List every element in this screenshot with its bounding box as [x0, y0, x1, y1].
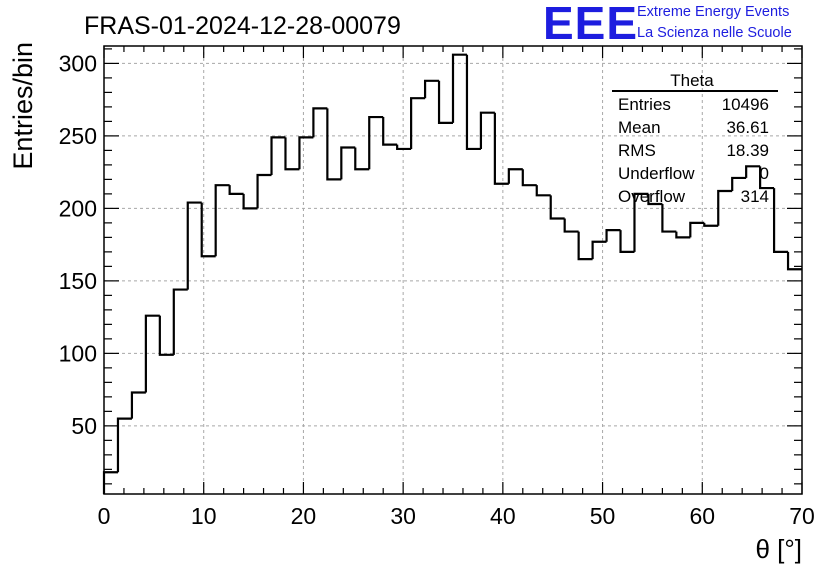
histogram-bin [786, 251, 802, 271]
histogram-bin [298, 136, 314, 170]
histogram-bin [465, 54, 481, 151]
stats-row-label: Underflow [618, 164, 695, 183]
histogram-bin [242, 193, 258, 210]
histogram-bin [200, 202, 216, 258]
histogram-bin [717, 189, 733, 226]
histogram-bin [507, 168, 523, 184]
logo-line-2: La Scienza nelle Scuole [637, 25, 792, 41]
histogram-bin [256, 173, 272, 209]
y-tick-label: 300 [59, 50, 97, 76]
histogram-bins [102, 53, 802, 494]
histogram-bin [144, 314, 160, 393]
histogram-bin [591, 240, 607, 260]
histogram-bin [130, 391, 146, 419]
x-tick-label: 50 [590, 503, 616, 529]
histogram-bin [354, 147, 370, 171]
histogram-bin [619, 230, 635, 253]
histogram-bin [368, 115, 384, 170]
histogram-bin [284, 137, 300, 171]
y-tick-label: 100 [59, 340, 97, 366]
histogram-bin [186, 201, 202, 290]
x-tick-label: 70 [789, 503, 815, 529]
histogram-bin [172, 288, 188, 355]
x-tick-label: 60 [689, 503, 715, 529]
stats-box-rows: Entries 10496 Mean 36.61 RMS 18.39 Underflow 0 O… [618, 95, 769, 206]
plot-frame [103, 45, 803, 495]
histogram-bin [675, 231, 691, 239]
y-tick-label: 200 [59, 195, 97, 221]
x-tick-label: 40 [490, 503, 516, 529]
histogram-bin [116, 417, 132, 473]
histogram-bin [423, 79, 440, 99]
stats-row-label: Mean [618, 118, 661, 137]
stats-row-value: 10496 [722, 95, 769, 114]
y-tick-label: 50 [71, 413, 97, 439]
histogram-bin [228, 185, 244, 195]
histogram-bin [312, 107, 328, 138]
x-axis-label: θ [°] [755, 534, 802, 564]
y-axis-label: Entries/bin [8, 42, 38, 170]
histogram-bin [772, 188, 789, 253]
histogram-bin [326, 108, 342, 181]
histogram-bin [493, 112, 509, 185]
stats-row-label: RMS [618, 141, 656, 160]
histogram-bin [633, 192, 649, 252]
histogram-bin [396, 144, 412, 151]
histogram-bin [340, 146, 356, 180]
histogram-bin [605, 229, 621, 242]
histogram-bin [158, 315, 174, 356]
histogram-bin [689, 221, 705, 238]
plot-border [103, 45, 803, 495]
tick-labels: 0 10 20 30 40 50 60 70 50 100 150 200 250 300 [59, 50, 815, 529]
stats-row-value: 314 [741, 187, 769, 206]
stats-row-value: 18.39 [726, 141, 769, 160]
eee-logo: EEE [543, 0, 639, 49]
axis-ticks [103, 46, 803, 494]
histogram-bin [451, 53, 467, 123]
histogram-bin [745, 165, 761, 178]
histogram-bin [577, 231, 593, 261]
x-tick-label: 20 [291, 503, 317, 529]
histogram-bin [437, 80, 453, 124]
x-tick-label: 10 [191, 503, 217, 529]
y-tick-label: 250 [59, 123, 97, 149]
histogram-bin [731, 176, 747, 191]
histogram-bin [214, 184, 230, 257]
histogram-bin [521, 169, 537, 187]
plot-title: FRAS-01-2024-12-28-00079 [84, 12, 401, 40]
histogram-bin [647, 193, 663, 206]
histogram-bin [479, 111, 495, 149]
stats-row-value: 0 [760, 164, 769, 183]
stats-box: Theta Entries 10496 Mean 36.61 RMS 18.39 Under… [612, 71, 778, 206]
histogram-bin [270, 136, 286, 176]
stats-box-title: Theta [670, 71, 714, 90]
stats-row-label: Overflow [618, 187, 686, 206]
stats-row-label: Entries [618, 95, 671, 114]
histogram-bin [549, 195, 565, 220]
y-tick-label: 150 [59, 268, 97, 294]
histogram-bin [703, 222, 719, 227]
histogram-bin [563, 218, 579, 233]
histogram-bin [382, 117, 398, 146]
histogram-bin [535, 185, 551, 197]
histogram-bin [102, 471, 118, 494]
histogram-bin [410, 97, 426, 149]
stats-row-value: 36.61 [726, 118, 769, 137]
histogram-bin [661, 204, 677, 233]
x-tick-label: 0 [98, 503, 111, 529]
x-tick-label: 30 [390, 503, 416, 529]
logo-line-1: Extreme Energy Events [637, 4, 790, 20]
histogram-bin [759, 166, 775, 190]
